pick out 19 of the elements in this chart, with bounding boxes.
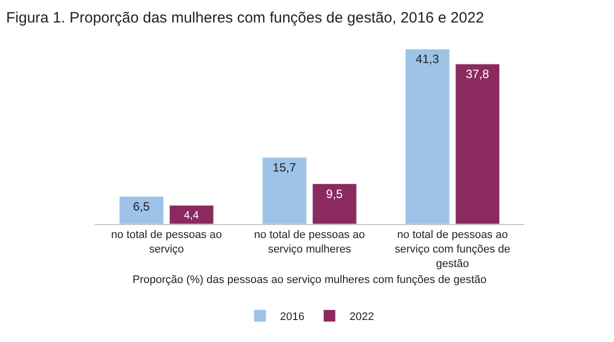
bar bbox=[455, 64, 500, 224]
x-tick-label: no total de pessoas ao serviço mulheres bbox=[254, 229, 365, 256]
x-tick-label: no total de pessoas ao serviço bbox=[111, 229, 222, 256]
bar bbox=[262, 157, 307, 224]
data-label: 41,3 bbox=[416, 52, 440, 66]
x-axis-title: Proporção (%) das pessoas ao serviço mulheres com funções de gestão bbox=[132, 274, 487, 286]
data-label: 4,4 bbox=[184, 209, 199, 222]
legend-label: 2022 bbox=[349, 311, 374, 324]
x-tick-label: no total de pessoas ao serviço com funções de gestão bbox=[394, 229, 510, 270]
data-label: 37,8 bbox=[466, 67, 490, 82]
data-label: 9,5 bbox=[326, 186, 344, 201]
bar bbox=[119, 196, 164, 224]
data-label: 15,7 bbox=[272, 160, 296, 175]
chart-title: Figura 1. Proporção das mulheres com funções de gestão, 2016 e 2022 bbox=[6, 9, 484, 26]
bar bbox=[169, 205, 214, 224]
bar bbox=[312, 184, 357, 224]
legend-label: 2016 bbox=[280, 311, 304, 324]
data-label: 6,5 bbox=[132, 199, 150, 214]
bar bbox=[405, 48, 450, 224]
